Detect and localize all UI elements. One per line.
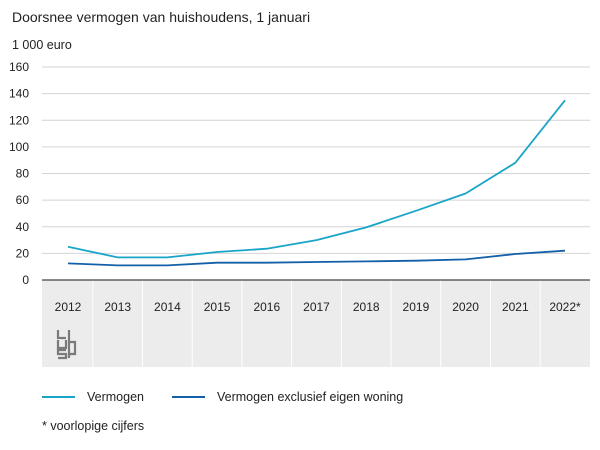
legend-item-vermogen: Vermogen [42,390,144,404]
y-tick-label: 120 [9,113,29,127]
legend-item-exclusief: Vermogen exclusief eigen woning [171,390,404,404]
cbs-logo-icon [56,330,77,360]
x-tick-label: 2013 [104,300,131,314]
x-tick-label: 2018 [353,300,380,314]
legend: Vermogen Vermogen exclusief eigen woning [42,390,431,404]
series-line-vermogen [67,99,566,259]
y-tick-label: 60 [16,193,30,207]
x-tick-label: 2014 [154,300,181,314]
chart-title: Doorsnee vermogen van huishoudens, 1 jan… [12,9,311,25]
series-line-exclusief [67,249,566,267]
legend-label-vermogen: Vermogen [87,390,144,404]
y-tick-label: 40 [16,220,30,234]
x-tick-label: 2020 [452,300,479,314]
x-axis-band [42,280,590,367]
x-tick-label: 2012 [55,300,82,314]
legend-swatch-exclusief [171,396,205,398]
y-tick-label: 100 [9,140,29,154]
legend-label-exclusief: Vermogen exclusief eigen woning [216,390,404,404]
x-tick-label: 2015 [204,300,231,314]
y-tick-label: 140 [9,87,29,101]
x-tick-label: 2022* [549,300,581,314]
y-tick-label: 80 [16,167,30,181]
footnote: * voorlopige cijfers [42,419,145,433]
y-tick-label: 20 [16,246,30,260]
y-tick-label: 160 [9,60,29,74]
x-tick-label: 2021 [502,300,529,314]
y-axis-unit-label: 1 000 euro [12,38,72,52]
x-tick-label: 2019 [403,300,430,314]
x-tick-label: 2017 [303,300,330,314]
y-tick-label: 0 [22,273,29,287]
legend-swatch-vermogen [42,396,75,398]
x-tick-label: 2016 [253,300,280,314]
